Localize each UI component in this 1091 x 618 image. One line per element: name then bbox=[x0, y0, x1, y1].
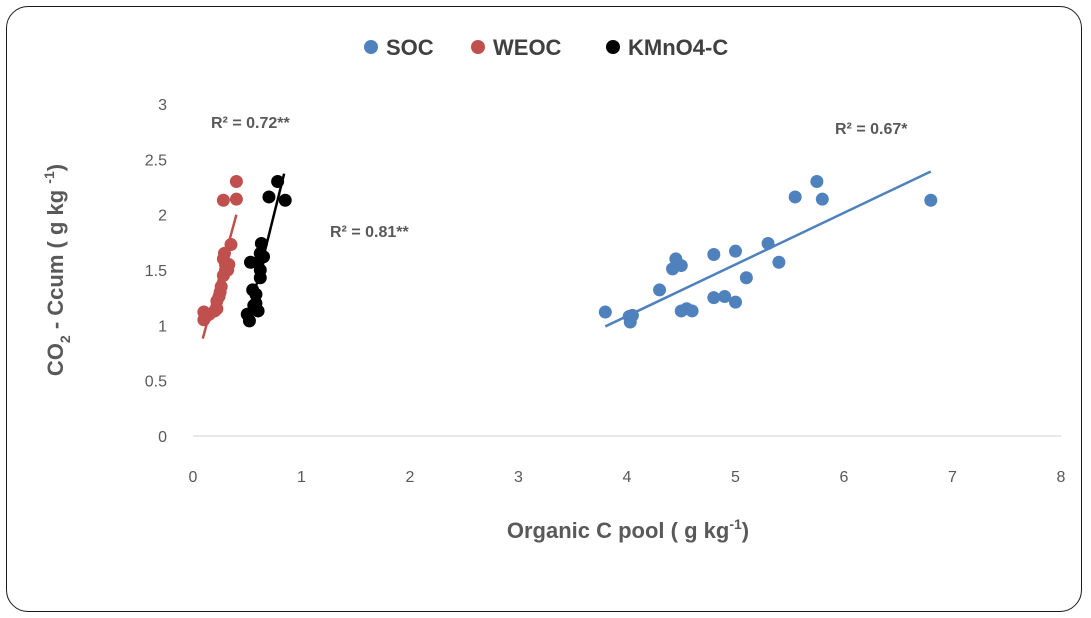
x-axis-title: Organic C pool ( g kg-1) bbox=[507, 516, 749, 543]
r2-label-kmno4-c: R² = 0.81** bbox=[330, 224, 409, 241]
legend-label-kmno4-c: KMnO4-C bbox=[628, 35, 728, 60]
x-tick-label: 4 bbox=[623, 469, 632, 486]
point-kmno4-c bbox=[254, 236, 268, 250]
point-kmno4-c bbox=[251, 304, 265, 318]
point-soc bbox=[729, 244, 742, 258]
data-points bbox=[197, 174, 938, 329]
point-soc bbox=[718, 290, 732, 304]
x-tick-label: 3 bbox=[514, 469, 523, 486]
legend: SOC WEOC KMnO4-C bbox=[364, 35, 728, 60]
y-tick-label: 1.5 bbox=[145, 263, 167, 280]
legend-label-weoc: WEOC bbox=[493, 35, 562, 60]
point-soc bbox=[685, 304, 699, 318]
x-tick-label: 1 bbox=[297, 469, 306, 486]
y-tick-label: 0.5 bbox=[145, 374, 167, 391]
point-soc bbox=[810, 174, 824, 188]
y-tick-label: 3 bbox=[158, 97, 167, 114]
point-weoc bbox=[224, 238, 238, 252]
x-tick-label: 6 bbox=[840, 469, 849, 486]
r2-label-soc: R² = 0.67* bbox=[835, 121, 908, 138]
x-tick-label: 2 bbox=[406, 469, 415, 486]
y-tick-label: 2.5 bbox=[145, 152, 167, 169]
point-soc bbox=[598, 305, 612, 319]
chart-frame bbox=[6, 6, 1082, 612]
point-kmno4-c bbox=[271, 174, 285, 188]
point-kmno4-c bbox=[262, 190, 276, 204]
point-soc bbox=[707, 291, 721, 305]
y-tick-labels: 0 0.5 1 1.5 2 2.5 3 bbox=[145, 97, 167, 446]
point-soc bbox=[772, 255, 786, 269]
point-soc bbox=[788, 190, 802, 204]
point-soc bbox=[761, 236, 775, 250]
y-tick-label: 2 bbox=[158, 208, 167, 225]
point-weoc bbox=[229, 174, 243, 188]
point-weoc bbox=[214, 280, 228, 294]
point-soc bbox=[739, 271, 753, 285]
x-tick-label: 5 bbox=[731, 469, 740, 486]
x-tick-label: 8 bbox=[1057, 469, 1066, 486]
legend-marker-weoc bbox=[471, 40, 485, 54]
point-soc bbox=[707, 248, 721, 262]
y-tick-label: 0 bbox=[158, 429, 167, 446]
legend-marker-soc bbox=[364, 40, 378, 54]
point-soc bbox=[653, 283, 667, 297]
point-soc bbox=[674, 259, 688, 273]
point-soc bbox=[625, 308, 639, 322]
point-soc bbox=[815, 192, 829, 206]
point-soc bbox=[729, 295, 742, 309]
x-tick-label: 7 bbox=[948, 469, 957, 486]
r2-labels: R² = 0.67* R² = 0.72** R² = 0.81** bbox=[211, 115, 908, 241]
y-tick-label: 1 bbox=[158, 318, 167, 335]
point-kmno4-c bbox=[278, 193, 292, 207]
point-soc bbox=[924, 193, 938, 207]
legend-marker-kmno4-c bbox=[606, 40, 620, 54]
point-kmno4-c bbox=[242, 314, 256, 328]
r2-label-weoc: R² = 0.72** bbox=[211, 115, 290, 132]
x-tick-label: 0 bbox=[189, 469, 198, 486]
point-kmno4-c bbox=[253, 271, 267, 285]
legend-label-soc: SOC bbox=[386, 35, 434, 60]
y-axis-title: CO2 - Ccum ( g kg -1) bbox=[41, 164, 73, 376]
x-tick-labels: 0 1 2 3 4 5 6 7 8 bbox=[189, 469, 1066, 486]
point-weoc bbox=[222, 257, 236, 271]
point-kmno4-c bbox=[257, 250, 271, 264]
point-weoc bbox=[229, 192, 243, 206]
point-weoc bbox=[216, 193, 230, 207]
